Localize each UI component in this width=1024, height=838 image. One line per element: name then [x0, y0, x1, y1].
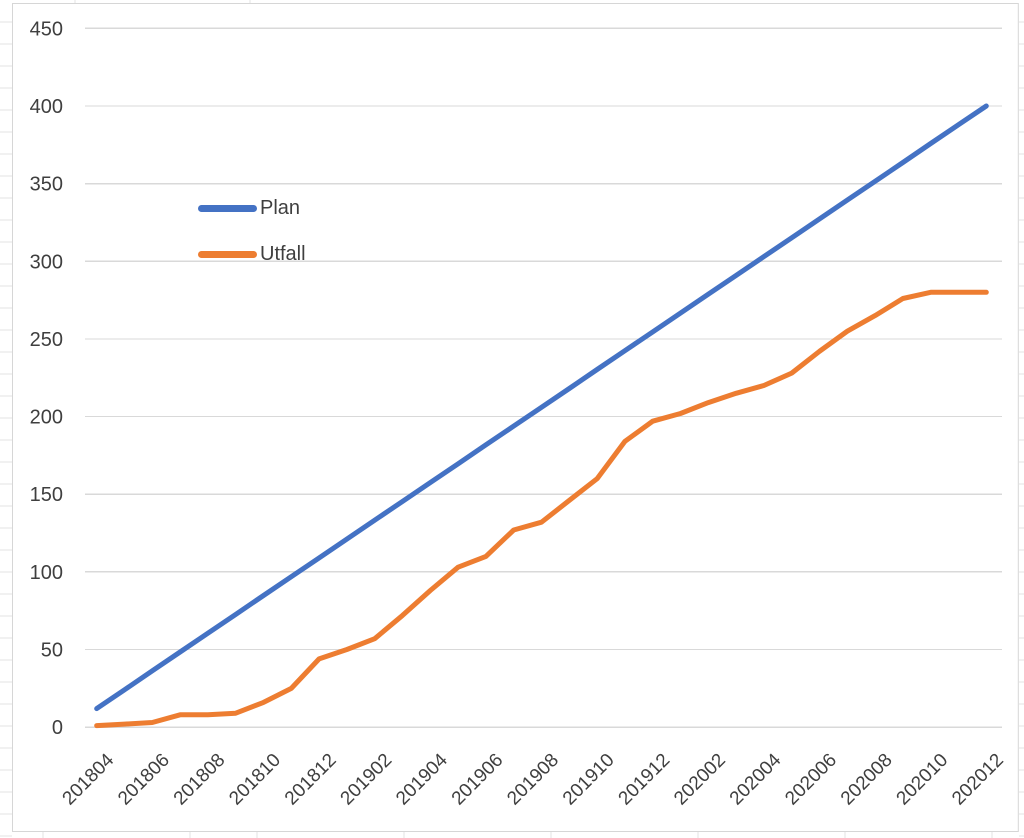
y-axis-tick-label: 450 [30, 18, 63, 40]
y-axis-tick-label: 150 [30, 484, 63, 506]
y-axis-tick-label: 50 [41, 640, 63, 662]
utfall-series-label: Utfall [260, 243, 306, 265]
plan-series-swatch-icon [198, 204, 257, 212]
y-axis-tick-label: 100 [30, 562, 63, 584]
legend-item-plan[interactable]: Plan [198, 194, 300, 222]
y-axis-tick-label: 300 [30, 251, 63, 273]
chart-area-border [12, 3, 1019, 832]
y-axis-tick-label: 400 [30, 96, 63, 118]
plan-series-label: Plan [260, 197, 301, 219]
utfall-series-swatch-icon [198, 250, 257, 258]
series-line-utfall [94, 289, 989, 729]
series-line-plan [94, 103, 989, 712]
y-axis-tick-label: 350 [30, 174, 63, 196]
y-axis-tick-label: 250 [30, 329, 63, 351]
y-axis-tick-label: 0 [52, 717, 63, 739]
y-axis-tick-label: 200 [30, 407, 63, 429]
legend-item-utfall[interactable]: Utfall [198, 240, 306, 268]
